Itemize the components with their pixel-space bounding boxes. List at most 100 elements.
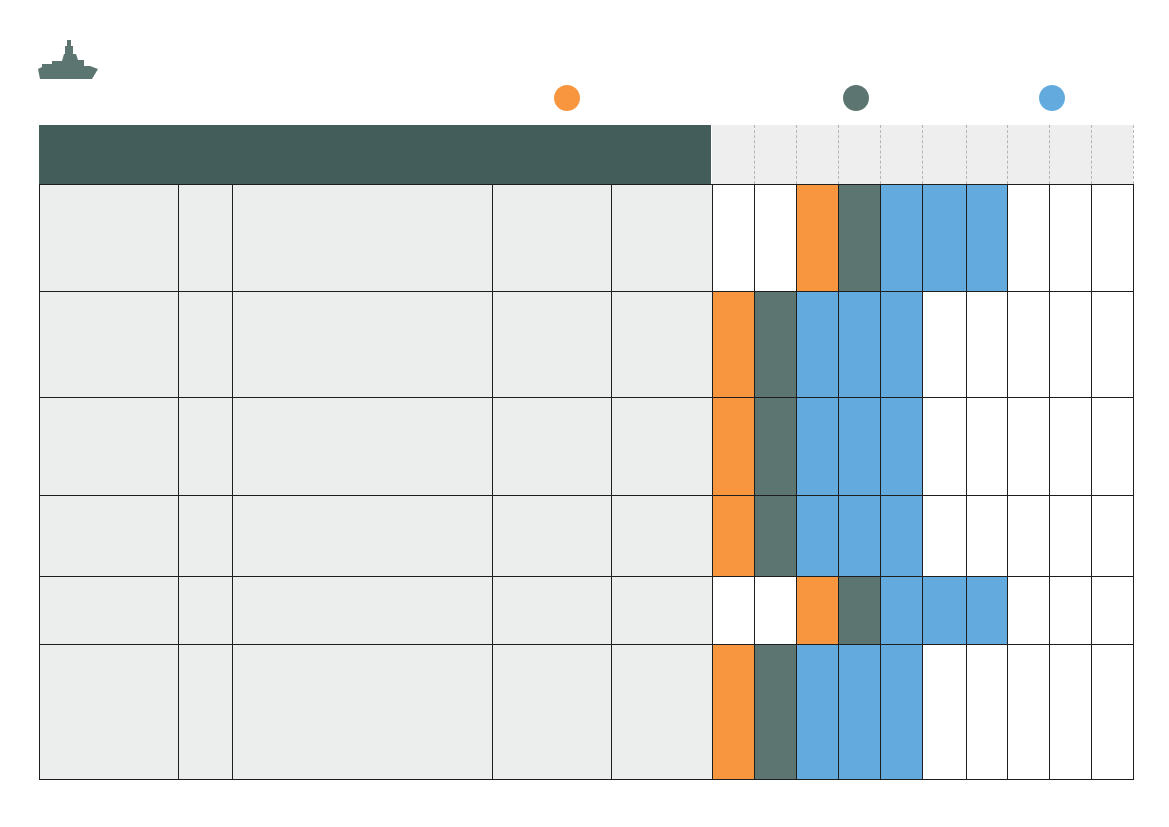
grid-line — [611, 184, 612, 780]
schedule-bar-blue — [966, 576, 1007, 644]
table-cell — [39, 644, 178, 779]
schedule-cell-empty — [966, 495, 1007, 576]
schedule-bar-orange — [796, 576, 838, 644]
header-divider — [1049, 125, 1050, 184]
schedule-cell-empty — [1091, 291, 1133, 397]
schedule-cell-empty — [966, 644, 1007, 779]
schedule-bar-orange — [712, 495, 754, 576]
schedule-cell-empty — [1007, 184, 1049, 291]
table-cell — [232, 644, 492, 779]
table-cell — [178, 644, 232, 779]
schedule-bar-slate — [754, 291, 796, 397]
schedule-cell-empty — [712, 576, 754, 644]
schedule-cell-empty — [966, 291, 1007, 397]
legend-dot-orange — [554, 85, 580, 111]
legend-dot-blue — [1039, 85, 1065, 111]
schedule-cell-empty — [1049, 495, 1091, 576]
grid-line — [1091, 184, 1092, 780]
schedule-bar-slate — [838, 576, 880, 644]
schedule-bar-blue — [838, 291, 880, 397]
schedule-bar-slate — [754, 644, 796, 779]
schedule-cell-empty — [922, 397, 966, 495]
schedule-bar-blue — [922, 576, 966, 644]
table-cell — [492, 184, 611, 291]
table-cell — [178, 397, 232, 495]
schedule-cell-empty — [1007, 495, 1049, 576]
grid-line — [39, 779, 1134, 780]
header-divider — [754, 125, 755, 184]
grid-line — [712, 184, 713, 780]
table-cell — [39, 184, 178, 291]
schedule-bar-blue — [880, 397, 922, 495]
table-cell — [611, 184, 712, 291]
schedule-bar-blue — [880, 495, 922, 576]
table-cell — [611, 397, 712, 495]
schedule-cell-empty — [754, 576, 796, 644]
schedule-cell-empty — [1007, 291, 1049, 397]
table-cell — [178, 495, 232, 576]
schedule-cell-empty — [922, 644, 966, 779]
grid-line — [880, 184, 881, 780]
grid-line — [796, 184, 797, 780]
schedule-bar-blue — [880, 184, 922, 291]
schedule-cell-empty — [1049, 397, 1091, 495]
schedule-cell-empty — [1007, 644, 1049, 779]
table-cell — [492, 291, 611, 397]
grid-line — [922, 184, 923, 780]
schedule-bar-blue — [966, 184, 1007, 291]
schedule-bar-blue — [838, 495, 880, 576]
header-divider — [838, 125, 839, 184]
table-cell — [178, 184, 232, 291]
table-cell — [39, 291, 178, 397]
table-cell — [492, 495, 611, 576]
header-divider — [1007, 125, 1008, 184]
legend-dot-slate — [843, 85, 869, 111]
schedule-bar-blue — [796, 291, 838, 397]
schedule-cell-empty — [1091, 397, 1133, 495]
schedule-bar-blue — [880, 644, 922, 779]
grid-line — [39, 184, 40, 780]
schedule-bar-blue — [838, 397, 880, 495]
table-cell — [611, 576, 712, 644]
table-cell — [492, 576, 611, 644]
grid-line — [1133, 184, 1134, 780]
schedule-cell-empty — [1091, 644, 1133, 779]
warship-icon — [38, 40, 98, 79]
schedule-cell-empty — [1091, 576, 1133, 644]
table-cell — [611, 291, 712, 397]
table-header — [39, 125, 711, 184]
table-cell — [611, 495, 712, 576]
table-cell — [232, 184, 492, 291]
grid-line — [39, 644, 1134, 645]
schedule-bar-orange — [712, 397, 754, 495]
table-cell — [232, 576, 492, 644]
schedule-bar-blue — [880, 291, 922, 397]
schedule-cell-empty — [1007, 397, 1049, 495]
schedule-cell-empty — [754, 184, 796, 291]
schedule-bar-orange — [712, 644, 754, 779]
schedule-bar-blue — [796, 397, 838, 495]
schedule-cell-empty — [922, 291, 966, 397]
grid-line — [39, 576, 1134, 577]
schedule-cell-empty — [922, 495, 966, 576]
header-divider — [1133, 125, 1134, 184]
grid-line — [39, 397, 1134, 398]
grid-line — [39, 184, 1134, 185]
schedule-cell-empty — [1049, 644, 1091, 779]
table-cell — [39, 495, 178, 576]
schedule-cell-empty — [1049, 291, 1091, 397]
schedule-cell-empty — [966, 397, 1007, 495]
grid-line — [1049, 184, 1050, 780]
grid-line — [178, 184, 179, 780]
grid-line — [754, 184, 755, 780]
grid-line — [39, 495, 1134, 496]
grid-line — [39, 291, 1134, 292]
schedule-cell-empty — [712, 184, 754, 291]
schedule-bar-slate — [754, 397, 796, 495]
table-cell — [39, 397, 178, 495]
schedule-bar-blue — [880, 576, 922, 644]
table-cell — [232, 495, 492, 576]
schedule-bar-slate — [754, 495, 796, 576]
header-divider — [1091, 125, 1092, 184]
schedule-bar-slate — [838, 184, 880, 291]
